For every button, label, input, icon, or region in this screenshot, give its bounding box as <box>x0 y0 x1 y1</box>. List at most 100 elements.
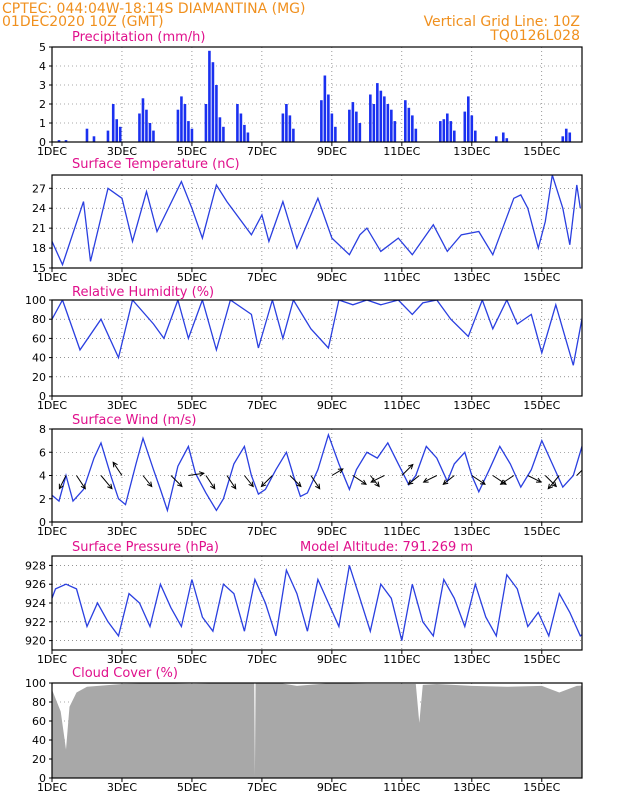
wind-direction-arrow <box>205 475 216 490</box>
temp-ytick-label: 18 <box>32 242 46 255</box>
cloud-ytick-label: 40 <box>32 734 46 747</box>
rh-ytick-label: 0 <box>39 390 46 403</box>
precip-bar <box>323 75 327 142</box>
rh-xtick-label: 11DEC <box>383 399 420 412</box>
precip-bar <box>449 121 453 142</box>
precip-bar <box>288 115 292 142</box>
rh-ytick-label: 80 <box>32 313 46 326</box>
precip-bar <box>386 104 390 142</box>
cloud-area <box>52 683 582 778</box>
precip-ytick-label: 2 <box>39 98 46 111</box>
rh-frame <box>51 299 583 397</box>
precip-bar <box>355 111 358 142</box>
rh-plot <box>52 300 582 366</box>
header-line1: CPTEC: 044:04W-18:14S DIAMANTINA (MG) <box>2 1 305 17</box>
precip-ytick-label: 3 <box>39 79 46 92</box>
precip-bar <box>320 100 323 142</box>
wind-series-line <box>52 432 582 513</box>
precip-bar <box>330 113 334 142</box>
wind-xtick-label: 7DEC <box>247 525 277 538</box>
cloud-xtick-label: 1DEC <box>37 781 67 794</box>
rh-title: Relative Humidity (%) <box>72 285 214 300</box>
cloud-frame <box>51 682 583 779</box>
pressure-panel: 920 922 924 926 928 1DEC 3DEC 5DEC 7DEC 9DEC 11DEC… <box>25 555 583 666</box>
wind-direction-arrow <box>442 475 455 485</box>
precip-bar <box>463 111 467 142</box>
pressure-series-line <box>52 565 582 641</box>
temp-xtick-label: 11DEC <box>383 271 420 284</box>
precip-bar <box>446 113 449 142</box>
precip-plot <box>57 50 572 142</box>
wind-direction-arrow <box>100 475 113 490</box>
wind-ytick-label: 0 <box>39 516 46 529</box>
precip-bar <box>442 119 446 142</box>
precip-bar <box>183 104 187 142</box>
wind-direction-arrow <box>170 475 183 488</box>
wind-direction-arrow <box>352 475 367 485</box>
precip-bar <box>187 121 190 142</box>
wind-ytick-label: 8 <box>39 423 46 436</box>
precip-bar <box>501 132 505 142</box>
rh-xtick-label: 1DEC <box>37 399 67 412</box>
wind-direction-arrow <box>226 475 237 490</box>
rh-xtick-label: 15DEC <box>523 399 560 412</box>
wind-direction-arrow <box>527 475 542 483</box>
precip-bar <box>152 130 155 142</box>
wind-xtick-label: 1DEC <box>37 525 67 538</box>
wind-direction-arrow <box>369 475 380 488</box>
cloud-xtick-label: 9DEC <box>317 781 347 794</box>
header-right2: TQ0126L028 <box>489 28 580 44</box>
precip-bar <box>348 109 351 142</box>
precip-xtick-label: 15DEC <box>523 145 560 158</box>
temp-xtick-label: 3DEC <box>107 271 137 284</box>
temp-panel: 15 18 21 24 27 1DEC 3DEC 5DEC 7DEC 9DEC 11DEC 13DEC… <box>32 174 583 284</box>
wind-direction-arrow <box>112 461 123 476</box>
wind-xtick-label: 3DEC <box>107 525 137 538</box>
wind-title: Surface Wind (m/s) <box>72 413 196 428</box>
precip-title: Precipitation (mm/h) <box>72 30 205 45</box>
cloud-panel: 0 20 40 60 80 100 1DEC 3DEC 5DEC 7DEC 9DEC 11DEC 13D… <box>25 677 583 794</box>
wind-xtick-label: 11DEC <box>383 525 420 538</box>
precip-ytick-label: 4 <box>39 60 46 73</box>
precip-bar <box>204 104 208 142</box>
cloud-ytick-label: 100 <box>25 677 46 690</box>
temp-title: Surface Temperature (nC) <box>72 157 240 172</box>
precip-bar <box>369 94 372 142</box>
pressure-ytick-label: 928 <box>25 559 46 572</box>
precip-bar <box>564 128 568 142</box>
temp-xtick-label: 9DEC <box>317 271 347 284</box>
wind-direction-arrow <box>244 475 254 488</box>
precip-bar <box>115 119 119 142</box>
wind-direction-arrow <box>407 475 420 485</box>
precip-bar <box>218 117 222 142</box>
cloud-xtick-label: 5DEC <box>177 781 207 794</box>
precip-bar <box>222 126 225 142</box>
precip-bar <box>383 96 386 142</box>
rh-panel: 0 20 40 60 80 100 1DEC 3DEC 5DEC 7DEC 9DEC 11DEC 13D… <box>25 294 583 412</box>
wind-direction-arrow <box>58 475 67 490</box>
precip-ytick-label: 5 <box>39 41 46 54</box>
precip-bar <box>92 136 96 142</box>
wind-direction-arrow <box>188 471 205 477</box>
precip-bar <box>64 140 68 142</box>
precip-bar <box>281 113 285 142</box>
temp-ytick-label: 24 <box>32 202 46 215</box>
header-line2: 01DEC2020 10Z (GMT) <box>2 14 164 30</box>
precip-bar <box>145 109 148 142</box>
wind-panel: 0 2 4 6 8 1DEC 3DEC 5DEC 7DEC 9DEC 11DEC 13DEC 15DEC <box>37 423 583 538</box>
wind-xtick-label: 5DEC <box>177 525 207 538</box>
temp-xtick-label: 5DEC <box>177 271 207 284</box>
pressure-xtick-label: 15DEC <box>523 653 560 666</box>
precip-bar <box>118 126 122 142</box>
precip-bar <box>236 104 239 142</box>
wind-xtick-label: 9DEC <box>317 525 347 538</box>
wind-direction-arrow <box>370 475 385 483</box>
wind-xtick-label: 15DEC <box>523 525 560 538</box>
cloud-xtick-label: 7DEC <box>247 781 277 794</box>
wind-direction-arrow <box>260 475 273 488</box>
precip-bar <box>393 121 397 142</box>
precip-bar <box>180 96 183 142</box>
precip-bar <box>176 109 180 142</box>
pressure-ytick-label: 926 <box>25 578 46 591</box>
pressure-annotation: Model Altitude: 791.269 m <box>300 540 473 555</box>
